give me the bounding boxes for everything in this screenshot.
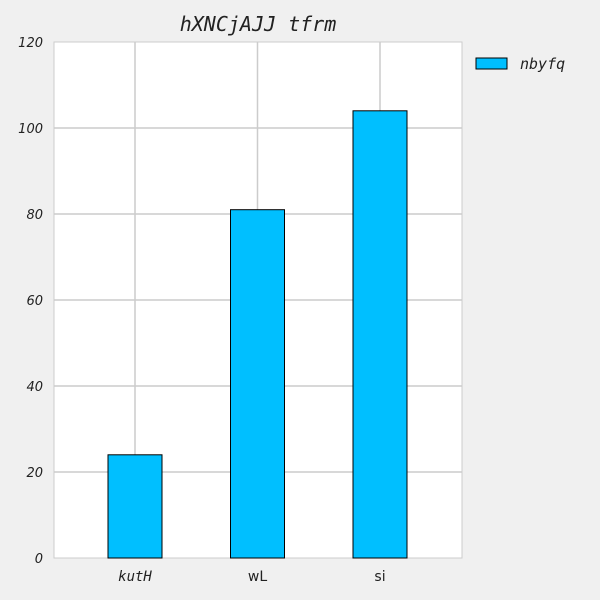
y-tick-label: 80 — [26, 208, 43, 223]
bar-wL — [230, 209, 285, 559]
bars — [107, 110, 408, 559]
y-tick-label: 100 — [18, 122, 43, 137]
y-axis-ticks: 0 20 40 60 80 100 120 — [18, 36, 43, 567]
y-tick-label: 0 — [35, 552, 43, 567]
y-tick-label: 120 — [18, 36, 43, 51]
x-tick-label: kutH — [118, 569, 152, 585]
x-axis-ticks: kutH wL si — [118, 569, 385, 585]
x-tick-label: si — [374, 569, 385, 585]
legend: nbyfq — [475, 55, 565, 73]
legend-label: nbyfq — [520, 55, 565, 73]
x-tick-label: wL — [248, 569, 267, 585]
legend-swatch — [475, 57, 508, 70]
bar-si — [352, 110, 408, 559]
y-tick-label: 40 — [26, 380, 43, 395]
chart-title: hXNCjAJJ tfrm — [180, 12, 337, 36]
y-tick-label: 20 — [26, 466, 43, 481]
bar-kutH — [107, 454, 163, 559]
y-tick-label: 60 — [26, 294, 43, 309]
